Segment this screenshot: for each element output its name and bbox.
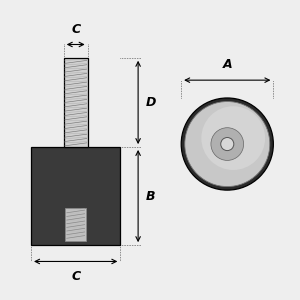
Bar: [31, 147, 120, 245]
Circle shape: [185, 102, 270, 187]
Text: A: A: [223, 58, 232, 71]
Circle shape: [201, 106, 265, 170]
Bar: [64, 58, 88, 147]
Circle shape: [211, 128, 244, 160]
Bar: [65, 208, 86, 241]
Circle shape: [181, 98, 273, 190]
Circle shape: [221, 137, 234, 151]
Text: C: C: [71, 270, 80, 284]
Text: B: B: [146, 190, 155, 202]
Text: C: C: [71, 23, 80, 36]
Text: D: D: [146, 96, 156, 109]
